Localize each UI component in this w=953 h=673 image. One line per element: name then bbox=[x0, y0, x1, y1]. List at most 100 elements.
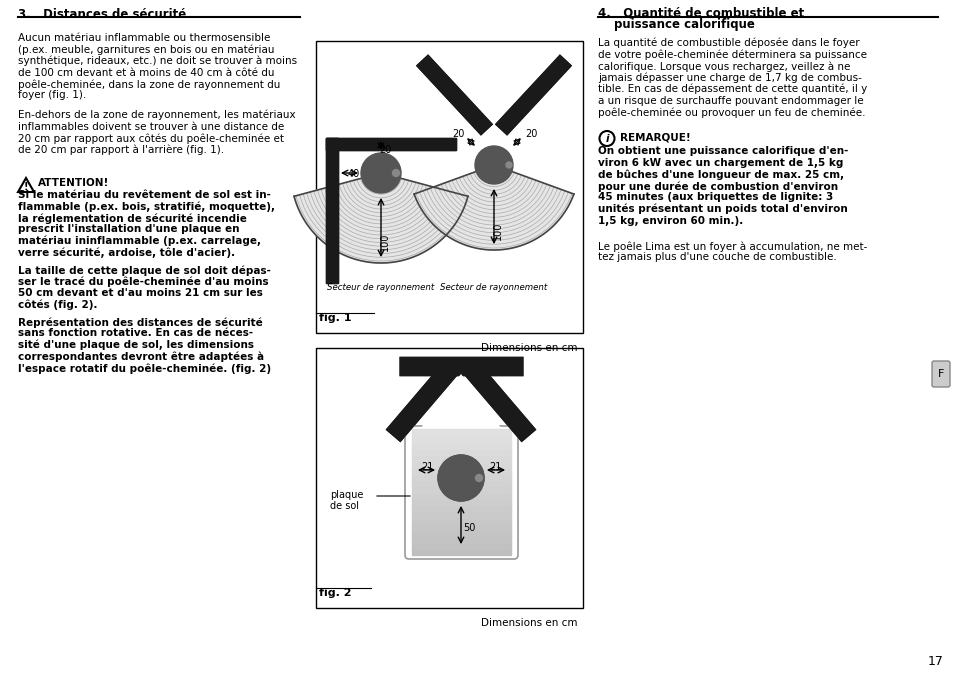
Bar bbox=[412, 516, 511, 524]
Text: de bûches d'une longueur de max. 25 cm,: de bûches d'une longueur de max. 25 cm, bbox=[598, 170, 843, 180]
Text: inflammables doivent se trouver à une distance de: inflammables doivent se trouver à une di… bbox=[18, 122, 284, 131]
Text: 17: 17 bbox=[927, 655, 943, 668]
Circle shape bbox=[437, 455, 483, 501]
Text: 50: 50 bbox=[462, 523, 475, 533]
Bar bbox=[412, 485, 511, 493]
Text: foyer (fig. 1).: foyer (fig. 1). bbox=[18, 90, 86, 100]
Bar bbox=[315, 348, 582, 608]
Text: prescrit l'installation d'une plaque en: prescrit l'installation d'une plaque en bbox=[18, 225, 239, 234]
Bar bbox=[412, 504, 511, 511]
Text: de votre poêle-cheminée déterminera sa puissance: de votre poêle-cheminée déterminera sa p… bbox=[598, 50, 866, 60]
Bar bbox=[412, 435, 511, 443]
Text: sans fonction rotative. En cas de néces-: sans fonction rotative. En cas de néces- bbox=[18, 328, 253, 339]
Bar bbox=[412, 441, 511, 449]
Text: REMARQUE!: REMARQUE! bbox=[619, 133, 690, 143]
Text: verre sécurité, ardoise, tôle d'acier).: verre sécurité, ardoise, tôle d'acier). bbox=[18, 248, 234, 258]
Polygon shape bbox=[420, 374, 500, 428]
Text: fig. 2: fig. 2 bbox=[318, 588, 351, 598]
Circle shape bbox=[360, 153, 400, 193]
Text: tez jamais plus d'une couche de combustible.: tez jamais plus d'une couche de combusti… bbox=[598, 252, 836, 262]
Text: 21: 21 bbox=[420, 462, 433, 472]
Text: 1,5 kg, environ 60 min.).: 1,5 kg, environ 60 min.). bbox=[598, 215, 742, 225]
Bar bbox=[412, 542, 511, 548]
Text: Le poêle Lima est un foyer à accumulation, ne met-: Le poêle Lima est un foyer à accumulatio… bbox=[598, 241, 866, 252]
Text: 50 cm devant et d'au moins 21 cm sur les: 50 cm devant et d'au moins 21 cm sur les bbox=[18, 288, 263, 298]
Text: (p.ex. meuble, garnitures en bois ou en matériau: (p.ex. meuble, garnitures en bois ou en … bbox=[18, 44, 274, 55]
Circle shape bbox=[475, 146, 513, 184]
Bar bbox=[412, 523, 511, 530]
Text: flammable (p.ex. bois, stratifié, moquette),: flammable (p.ex. bois, stratifié, moquet… bbox=[18, 201, 274, 212]
Text: 40: 40 bbox=[348, 169, 359, 179]
Text: Dimensions en cm: Dimensions en cm bbox=[481, 618, 578, 628]
Text: de 100 cm devant et à moins de 40 cm à côté du: de 100 cm devant et à moins de 40 cm à c… bbox=[18, 67, 274, 77]
Text: poêle-cheminée, dans la zone de rayonnement du: poêle-cheminée, dans la zone de rayonnem… bbox=[18, 79, 280, 90]
Text: Dimensions en cm: Dimensions en cm bbox=[481, 343, 578, 353]
Text: poêle-cheminée ou provoquer un feu de cheminée.: poêle-cheminée ou provoquer un feu de ch… bbox=[598, 107, 864, 118]
Text: 4.   Quantité de combustible et: 4. Quantité de combustible et bbox=[598, 7, 803, 20]
Text: plaque: plaque bbox=[330, 490, 363, 500]
Bar bbox=[412, 448, 511, 455]
Text: ATTENTION!: ATTENTION! bbox=[38, 178, 110, 188]
Text: La quantité de combustible déposée dans le foyer: La quantité de combustible déposée dans … bbox=[598, 38, 859, 48]
Text: l'espace rotatif du poêle-cheminée. (fig. 2): l'espace rotatif du poêle-cheminée. (fig… bbox=[18, 363, 271, 374]
Text: côtés (fig. 2).: côtés (fig. 2). bbox=[18, 299, 97, 310]
Bar bbox=[412, 460, 511, 468]
Text: 20: 20 bbox=[378, 145, 391, 155]
Text: correspondantes devront être adaptées à: correspondantes devront être adaptées à bbox=[18, 351, 264, 362]
Bar bbox=[326, 138, 456, 150]
Bar bbox=[326, 138, 337, 283]
Text: !: ! bbox=[24, 182, 29, 192]
Circle shape bbox=[392, 170, 399, 176]
Text: synthétique, rideaux, etc.) ne doit se trouver à moins: synthétique, rideaux, etc.) ne doit se t… bbox=[18, 56, 296, 67]
Text: Si le matériau du revêtement de sol est in-: Si le matériau du revêtement de sol est … bbox=[18, 190, 271, 200]
Text: La taille de cette plaque de sol doit dépas-: La taille de cette plaque de sol doit dé… bbox=[18, 265, 271, 275]
Circle shape bbox=[475, 474, 482, 481]
Text: fig. 1: fig. 1 bbox=[318, 313, 351, 323]
Text: de sol: de sol bbox=[330, 501, 358, 511]
FancyBboxPatch shape bbox=[931, 361, 949, 387]
Bar bbox=[412, 510, 511, 518]
Bar bbox=[412, 535, 511, 542]
Text: 100: 100 bbox=[379, 233, 390, 252]
Text: 100: 100 bbox=[493, 222, 502, 240]
Text: de 20 cm par rapport à l'arrière (fig. 1).: de 20 cm par rapport à l'arrière (fig. 1… bbox=[18, 145, 224, 155]
Text: ser le tracé du poêle-cheminée d'au moins: ser le tracé du poêle-cheminée d'au moin… bbox=[18, 277, 269, 287]
Bar bbox=[412, 491, 511, 499]
Text: 21: 21 bbox=[488, 462, 500, 472]
Polygon shape bbox=[294, 173, 467, 263]
Bar bbox=[412, 429, 511, 436]
Text: Aucun matériau inflammable ou thermosensible: Aucun matériau inflammable ou thermosens… bbox=[18, 33, 270, 43]
Text: pour une durée de combustion d'environ: pour une durée de combustion d'environ bbox=[598, 181, 838, 192]
Text: Secteur de rayonnement: Secteur de rayonnement bbox=[327, 283, 435, 292]
Text: Secteur de rayonnement: Secteur de rayonnement bbox=[440, 283, 547, 292]
Text: 45 minutes (aux briquettes de lignite: 3: 45 minutes (aux briquettes de lignite: 3 bbox=[598, 192, 832, 203]
Bar bbox=[315, 41, 582, 333]
Text: matériau ininflammable (p.ex. carrelage,: matériau ininflammable (p.ex. carrelage, bbox=[18, 236, 261, 246]
Bar bbox=[412, 479, 511, 487]
Bar bbox=[412, 498, 511, 505]
Text: tible. En cas de dépassement de cette quantité, il y: tible. En cas de dépassement de cette qu… bbox=[598, 84, 866, 94]
Bar bbox=[326, 138, 456, 150]
Polygon shape bbox=[414, 165, 574, 250]
Text: 20: 20 bbox=[452, 129, 464, 139]
Circle shape bbox=[437, 455, 483, 501]
Bar bbox=[412, 466, 511, 474]
Polygon shape bbox=[420, 374, 500, 428]
Bar bbox=[412, 529, 511, 536]
Text: sité d'une plaque de sol, les dimensions: sité d'une plaque de sol, les dimensions bbox=[18, 340, 253, 351]
Text: On obtient une puissance calorifique d'en-: On obtient une puissance calorifique d'e… bbox=[598, 147, 847, 157]
Text: 20 cm par rapport aux côtés du poêle-cheminée et: 20 cm par rapport aux côtés du poêle-che… bbox=[18, 133, 284, 143]
Text: 20: 20 bbox=[524, 129, 537, 139]
Bar bbox=[326, 138, 337, 283]
Text: puissance calorifique: puissance calorifique bbox=[614, 18, 754, 31]
Circle shape bbox=[475, 474, 482, 481]
Bar bbox=[412, 454, 511, 461]
Text: 3.   Distances de sécurité: 3. Distances de sécurité bbox=[18, 8, 186, 21]
Circle shape bbox=[505, 162, 512, 168]
Text: calorifique. Lorsque vous rechargez, veillez à ne: calorifique. Lorsque vous rechargez, vei… bbox=[598, 61, 849, 71]
Text: En-dehors de la zone de rayonnement, les matériaux: En-dehors de la zone de rayonnement, les… bbox=[18, 110, 295, 120]
Bar bbox=[412, 472, 511, 480]
Text: i: i bbox=[604, 133, 608, 143]
Bar bbox=[412, 548, 511, 555]
Text: viron 6 kW avec un chargement de 1,5 kg: viron 6 kW avec un chargement de 1,5 kg bbox=[598, 158, 842, 168]
